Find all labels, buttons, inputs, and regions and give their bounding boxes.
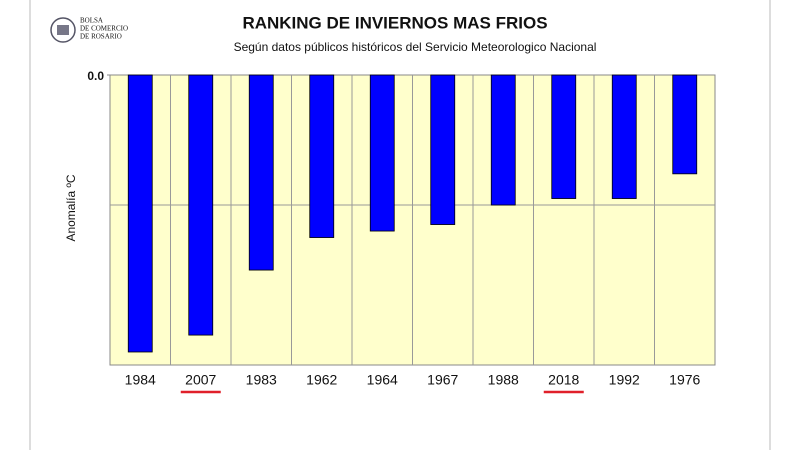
x-tick-label: 1964 bbox=[367, 372, 398, 388]
bar bbox=[611, 74, 637, 199]
bar bbox=[248, 74, 274, 271]
logo-text: BOLSA bbox=[80, 17, 103, 25]
bar bbox=[490, 74, 516, 206]
logo-text: DE COMERCIO bbox=[80, 25, 128, 33]
bar bbox=[127, 74, 153, 353]
chart-subtitle: Según datos públicos históricos del Serv… bbox=[234, 40, 597, 54]
x-tick-label: 2007 bbox=[185, 372, 216, 388]
bar bbox=[672, 74, 698, 175]
bar bbox=[309, 74, 335, 238]
x-tick-label: 1962 bbox=[306, 372, 337, 388]
x-tick-label: 1992 bbox=[609, 372, 640, 388]
x-tick-label: 1983 bbox=[246, 372, 277, 388]
y-tick-label: 0.0 bbox=[87, 69, 104, 83]
bar bbox=[430, 74, 456, 225]
bar bbox=[551, 74, 577, 199]
logo-text: DE ROSARIO bbox=[80, 33, 122, 41]
chart-title: RANKING DE INVIERNOS MAS FRIOS bbox=[242, 13, 547, 32]
x-tick-label: 1976 bbox=[669, 372, 700, 388]
bar bbox=[369, 74, 395, 232]
y-axis-label: Anomalía ºC bbox=[64, 174, 78, 241]
logo-building bbox=[57, 25, 69, 35]
x-tick-label: 1967 bbox=[427, 372, 458, 388]
bar bbox=[188, 74, 214, 336]
x-tick-label: 1988 bbox=[488, 372, 519, 388]
x-tick-label: 2018 bbox=[548, 372, 579, 388]
logo-emblem bbox=[50, 17, 76, 43]
x-tick-label: 1984 bbox=[125, 372, 156, 388]
